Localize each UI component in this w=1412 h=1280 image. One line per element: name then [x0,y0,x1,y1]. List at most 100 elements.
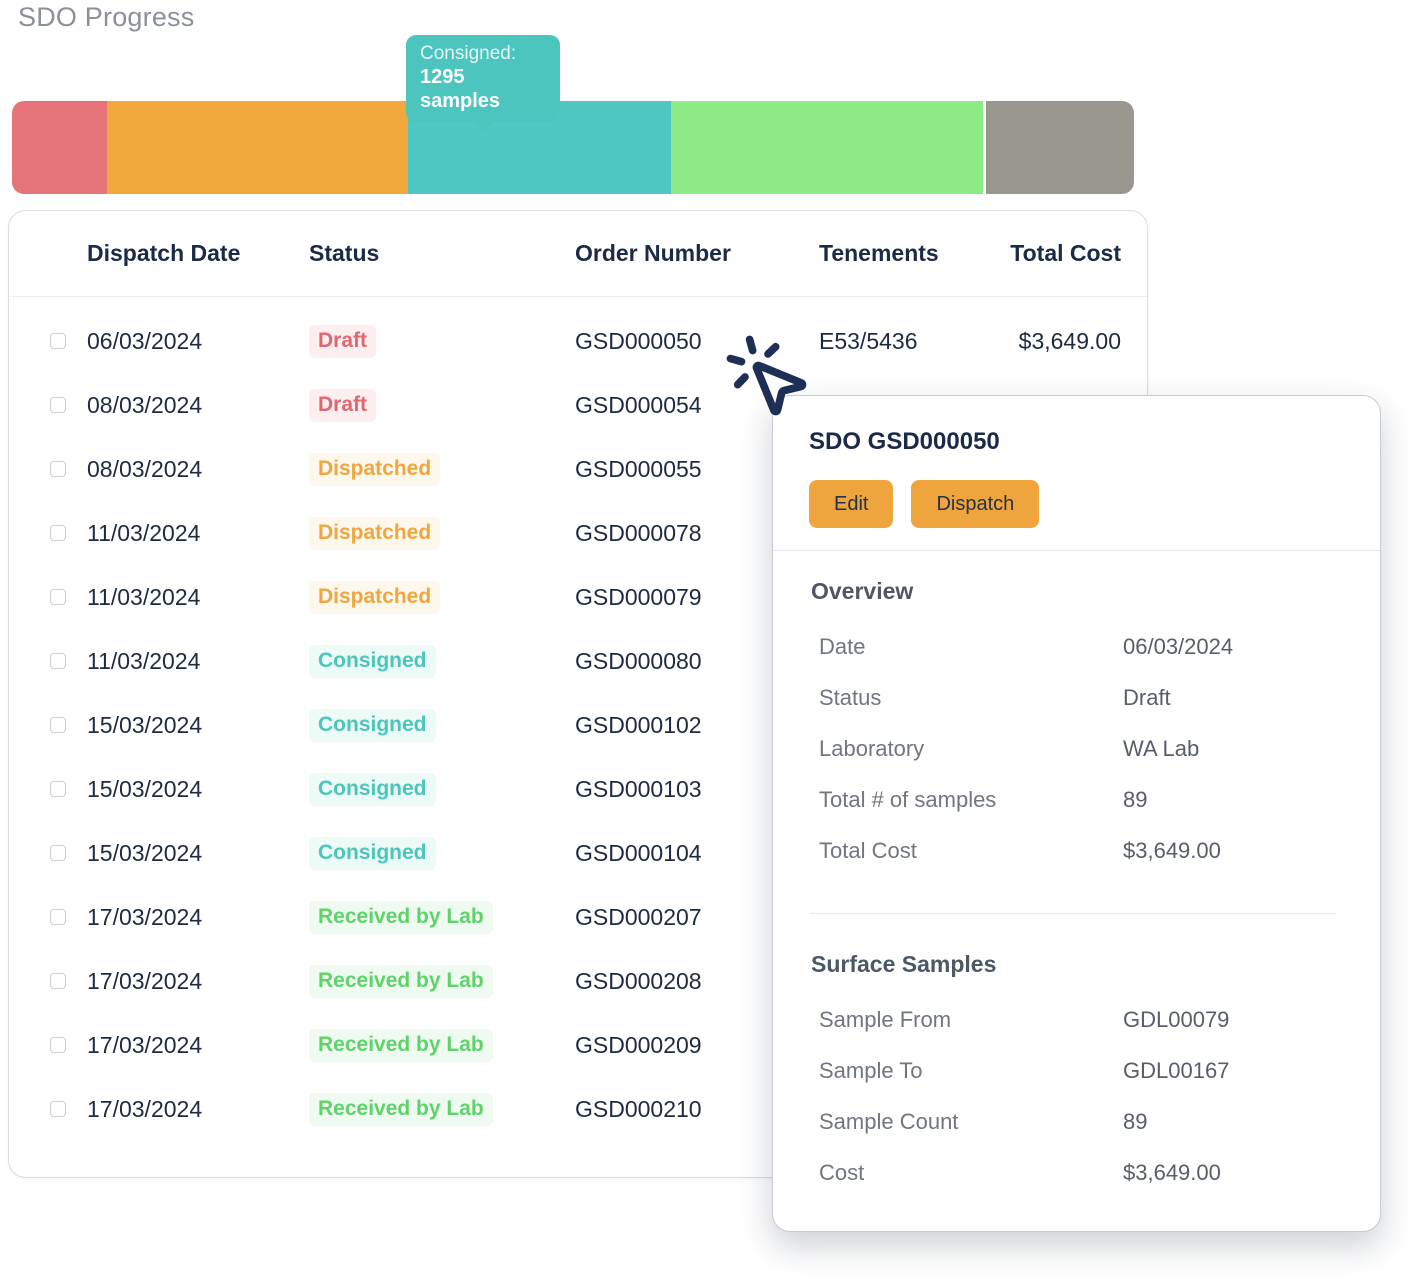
row-checkbox[interactable] [50,1100,66,1117]
status-badge: Dispatched [309,452,441,486]
detail-label: Date [819,633,866,659]
table-row[interactable]: 17/03/2024 Received by Lab GSD000209 [9,1013,1147,1077]
cell-order-number: GSD000054 [575,391,702,418]
edit-button[interactable]: Edit [809,480,894,528]
row-checkbox[interactable] [50,460,66,477]
status-badge: Consigned [309,836,436,870]
status-badge: Received by Lab [309,900,493,934]
detail-label: Total Cost [819,837,917,863]
status-badge: Draft [309,324,377,358]
detail-value: GDL00167 [1123,1057,1230,1083]
row-checkbox[interactable] [50,332,66,349]
cell-order-number: GSD000104 [575,839,702,866]
detail-label: Laboratory [819,735,925,761]
status-badge: Consigned [309,772,436,806]
bar-tooltip-value: 1295 samples [420,66,501,112]
detail-value: 89 [1123,786,1148,812]
detail-label: Sample From [819,1006,952,1032]
row-checkbox[interactable] [50,972,66,989]
table-row[interactable]: 08/03/2024 Draft GSD000054 [9,373,1147,437]
row-checkbox[interactable] [50,908,66,925]
progress-segment-received-by-lab[interactable] [671,101,983,194]
table-row[interactable]: 15/03/2024 Consigned GSD000102 [9,693,1147,757]
status-badge: Consigned [309,708,436,742]
cell-dispatch-date: 08/03/2024 [87,455,203,482]
progress-segment-dispatched[interactable] [107,101,408,194]
row-checkbox[interactable] [50,1036,66,1053]
cell-dispatch-date: 08/03/2024 [87,391,203,418]
row-checkbox[interactable] [50,780,66,797]
column-header-dispatch-date: Dispatch Date [87,240,241,266]
cell-order-number: GSD000103 [575,775,702,802]
row-checkbox[interactable] [50,652,66,669]
status-badge: Received by Lab [309,964,493,998]
cell-dispatch-date: 17/03/2024 [87,1095,203,1122]
cell-order-number: GSD000080 [575,647,702,674]
popup-divider [809,913,1336,914]
cell-dispatch-date: 15/03/2024 [87,775,203,802]
detail-value: $3,649.00 [1123,837,1221,863]
popup-title: SDO GSD000050 [809,428,1000,455]
table-row[interactable]: 17/03/2024 Received by Lab GSD000208 [9,949,1147,1013]
table-row[interactable]: 17/03/2024 Received by Lab GSD000207 [9,885,1147,949]
popup-header: SDO GSD000050 Edit Dispatch [773,396,1380,551]
row-checkbox[interactable] [50,844,66,861]
cell-order-number: GSD000078 [575,519,702,546]
cell-order-number: GSD000102 [575,711,702,738]
status-badge: Received by Lab [309,1028,493,1062]
cell-dispatch-date: 15/03/2024 [87,711,203,738]
column-header-tenements: Tenements [819,240,939,266]
bar-tooltip-label: Consigned: [420,43,517,64]
detail-label: Status [819,684,882,710]
row-checkbox[interactable] [50,396,66,413]
table-row[interactable]: 17/03/2024 Received by Lab GSD000210 [9,1077,1147,1141]
overview-heading: Overview [811,578,914,604]
cell-dispatch-date: 11/03/2024 [87,583,201,610]
cell-dispatch-date: 17/03/2024 [87,1031,203,1058]
detail-value: WA Lab [1123,735,1200,761]
cell-dispatch-date: 17/03/2024 [87,903,203,930]
bar-tooltip: Consigned: 1295 samples [406,35,560,122]
progress-segment-remaining[interactable] [986,101,1134,194]
cell-order-number: GSD000210 [575,1095,702,1122]
cell-dispatch-date: 17/03/2024 [87,967,203,994]
row-checkbox[interactable] [50,716,66,733]
detail-row: Cost $3,649.00 [773,1147,1380,1198]
cell-order-number: GSD000208 [575,967,702,994]
column-header-total-cost: Total Cost [1010,240,1121,266]
progress-segment-draft[interactable] [12,101,107,194]
table-row[interactable]: 08/03/2024 Dispatched GSD000055 [9,437,1147,501]
status-badge: Received by Lab [309,1092,493,1126]
detail-row: Sample To GDL00167 [773,1045,1380,1096]
detail-value: Draft [1123,684,1171,710]
cell-order-number: GSD000050 [575,327,702,354]
detail-row: Total # of samples 89 [773,774,1380,825]
table-header-row: Dispatch Date Status Order Number Teneme… [9,211,1147,297]
detail-row: Sample Count 89 [773,1096,1380,1147]
status-badge: Consigned [309,644,436,678]
detail-label: Sample Count [819,1108,959,1134]
detail-row: Status Draft [773,672,1380,723]
row-checkbox[interactable] [50,588,66,605]
detail-row: Date 06/03/2024 [773,621,1380,672]
detail-row: Total Cost $3,649.00 [773,825,1380,876]
dispatch-button[interactable]: Dispatch [911,480,1040,528]
detail-label: Total # of samples [819,786,997,812]
row-checkbox[interactable] [50,524,66,541]
popup-body: Overview Date 06/03/2024 Status Draft Labora… [773,577,1380,1198]
table-row[interactable]: 15/03/2024 Consigned GSD000103 [9,757,1147,821]
status-badge: Draft [309,388,377,422]
cell-order-number: GSD000209 [575,1031,702,1058]
table-row[interactable]: 11/03/2024 Dispatched GSD000078 [9,501,1147,565]
table-row[interactable]: 11/03/2024 Consigned GSD000080 [9,629,1147,693]
progress-bar [12,101,1134,194]
page-title: SDO Progress [18,2,195,32]
cell-dispatch-date: 11/03/2024 [87,647,201,674]
table-row[interactable]: 15/03/2024 Consigned GSD000104 [9,821,1147,885]
cell-dispatch-date: 06/03/2024 [87,327,203,354]
detail-value: GDL00079 [1123,1006,1230,1032]
cell-order-number: GSD000207 [575,903,702,930]
table-row[interactable]: 06/03/2024 Draft GSD000050 E53/5436 $3,6… [9,309,1147,373]
cell-order-number: GSD000055 [575,455,702,482]
table-row[interactable]: 11/03/2024 Dispatched GSD000079 [9,565,1147,629]
